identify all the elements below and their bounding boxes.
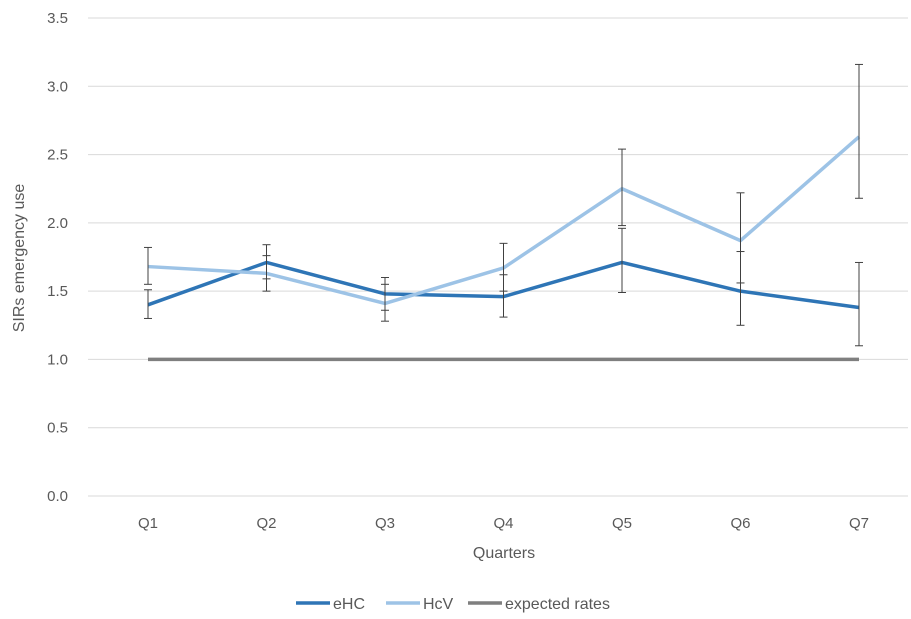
legend-item: expected rates — [468, 596, 610, 613]
legend-label: eHC — [333, 596, 365, 613]
y-tick-label: 3.5 — [47, 10, 68, 27]
x-tick-label: Q5 — [612, 515, 632, 532]
x-axis-title: Quarters — [473, 545, 535, 562]
error-bar-hcv — [499, 242, 508, 292]
error-bar-hcv — [144, 246, 152, 285]
error-bar-hcv — [618, 148, 626, 227]
y-tick-label: 1.5 — [47, 283, 68, 300]
x-tick-label: Q3 — [375, 515, 395, 532]
x-tick-label: Q4 — [493, 515, 513, 532]
legend-label: expected rates — [505, 596, 610, 613]
x-tick-label: Q7 — [849, 515, 869, 532]
x-tick-label: Q2 — [256, 515, 276, 532]
legend-item: HcV — [386, 596, 454, 613]
error-bar-ehc — [618, 227, 626, 294]
error-bar-hcv — [381, 283, 389, 322]
gridlines — [88, 17, 908, 497]
y-tick-label: 0.0 — [47, 488, 68, 505]
legend-item: eHC — [296, 596, 365, 613]
error-bar-hcv — [855, 63, 863, 199]
error-bar-ehc — [855, 261, 863, 347]
legend-label: HcV — [423, 596, 454, 613]
y-tick-label: 2.0 — [47, 215, 68, 232]
error-bar-hcv — [262, 255, 271, 292]
y-tick-label: 1.0 — [47, 351, 68, 368]
x-tick-label: Q6 — [730, 515, 750, 532]
y-tick-label: 3.0 — [47, 78, 68, 95]
error-bar-ehc — [144, 289, 152, 319]
legend: eHC HcV expected rates — [296, 596, 610, 613]
y-axis-ticks: 0.0 0.5 1.0 1.5 2.0 2.5 3.0 3.5 — [47, 10, 68, 505]
error-bar-hcv — [736, 192, 745, 284]
y-tick-label: 0.5 — [47, 420, 68, 437]
y-axis-title: SIRs emergency use — [11, 184, 28, 333]
error-bars — [144, 63, 863, 347]
y-tick-label: 2.5 — [47, 147, 68, 164]
x-tick-label: Q1 — [138, 515, 158, 532]
x-axis-ticks: Q1 Q2 Q3 Q4 Q5 Q6 Q7 — [138, 515, 869, 532]
